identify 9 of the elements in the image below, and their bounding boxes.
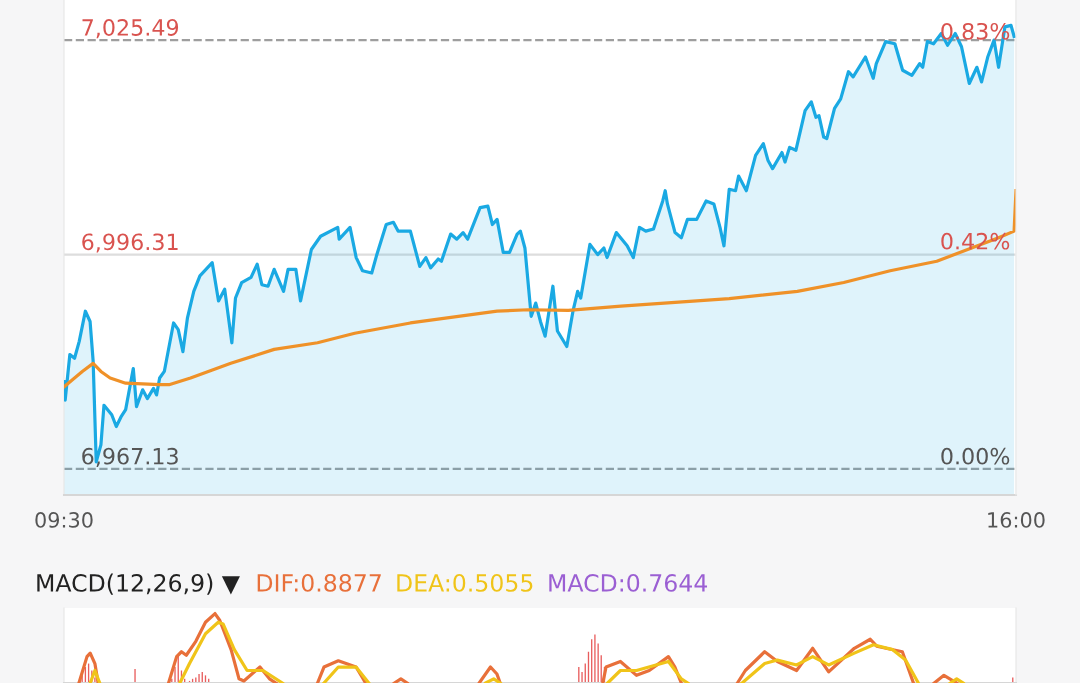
text: MACD:0.7644 xyxy=(549,573,708,592)
text: DIF:0.8877 xyxy=(257,573,381,592)
chart-title: MACD(12,26,9) ▼ xyxy=(37,573,240,595)
y-tick-label: 6,996.31 xyxy=(82,233,178,253)
y2-tick-label: 0.00% xyxy=(941,447,1010,465)
y-tick-label: 7,025.49 xyxy=(82,19,179,39)
text: DEA:0.5055 xyxy=(397,573,533,592)
x-tick-label: 09:30 xyxy=(35,512,93,528)
x-tick-label: 16:00 xyxy=(988,512,1045,528)
